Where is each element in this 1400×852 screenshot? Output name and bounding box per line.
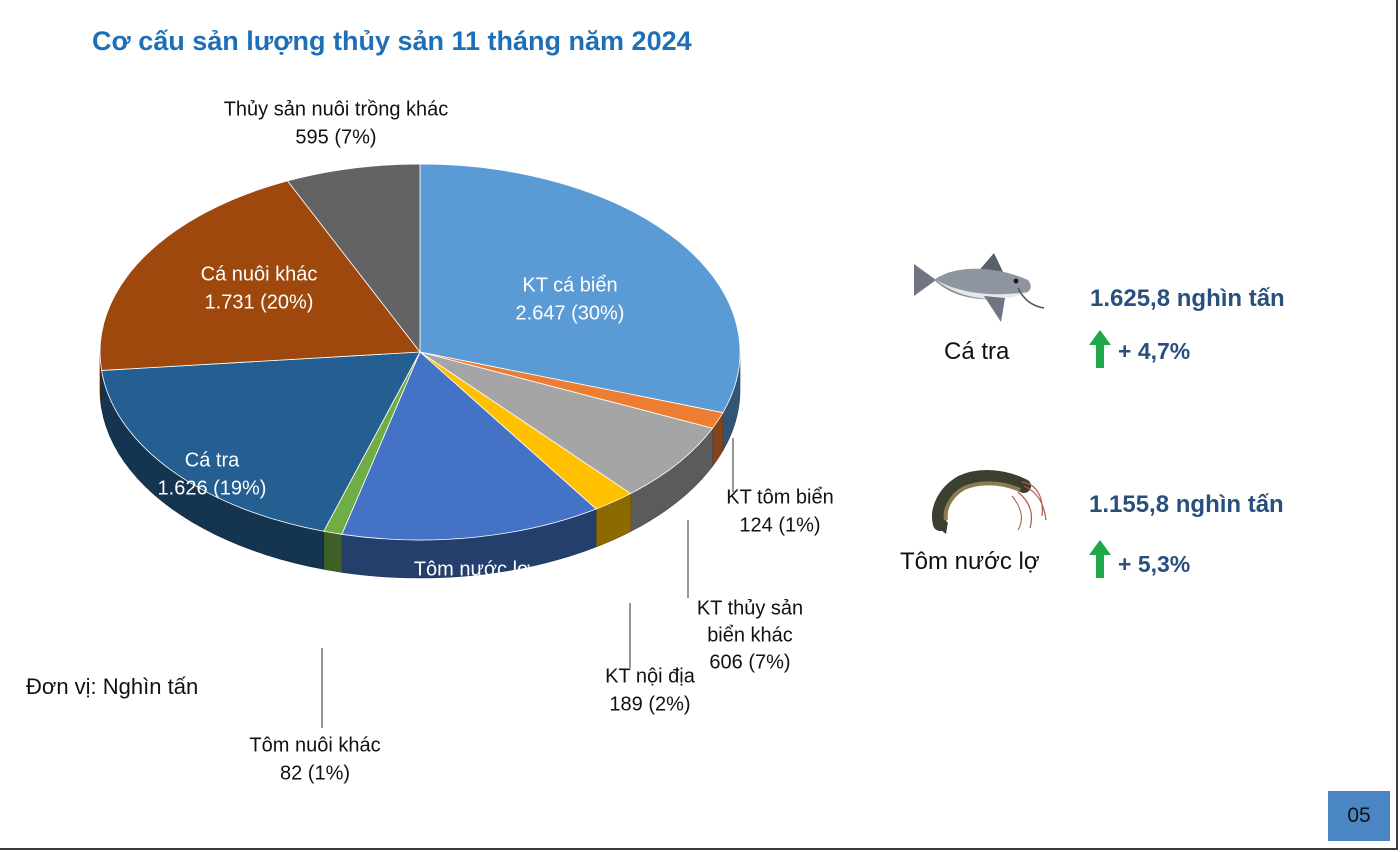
pie-top-group <box>99 163 741 541</box>
pie-slice-KT thủy sản biển khác <box>419 351 714 495</box>
slice-value-label: 1.731 (20%) <box>205 291 314 313</box>
chart-title: Cơ cấu sản lượng thủy sản 11 tháng năm 2… <box>92 26 692 56</box>
slice-name-label: Cá tra <box>185 449 240 471</box>
pangasius-fish-icon <box>914 253 1045 322</box>
slice-name-label: biển khác <box>707 624 793 646</box>
highlight-value-tom-nuoc-lo: 1.155,8 nghìn tấn <box>1089 491 1284 518</box>
slice-value-label: 606 (7%) <box>709 651 790 673</box>
slice-value-label: 1.156 (13%) <box>418 585 527 607</box>
slice-name-label: Tôm nuôi khác <box>249 734 380 756</box>
slice-value-label: 124 (1%) <box>739 514 820 536</box>
highlight-value-ca-tra: 1.625,8 nghìn tấn <box>1090 285 1285 312</box>
slice-name-label: KT nội địa <box>605 665 696 687</box>
slice-name-label: KT tôm biển <box>726 486 833 508</box>
pie-slice-Thủy sản nuôi trồng khác <box>286 163 421 354</box>
slice-value-label: 189 (2%) <box>609 693 690 715</box>
slice-value-label: 595 (7%) <box>295 126 376 148</box>
pie-slice-Cá nuôi khác <box>99 180 421 371</box>
highlight-change-ca-tra: + 4,7% <box>1118 338 1191 364</box>
unit-note: Đơn vị: Nghìn tấn <box>26 674 199 699</box>
slice-name-label: Cá nuôi khác <box>201 263 318 285</box>
slice-name-label: KT thủy sản <box>697 597 803 619</box>
pie-side-group <box>99 351 741 579</box>
up-arrow-icon <box>1089 330 1111 368</box>
slice-value-label: 1.626 (19%) <box>158 477 267 499</box>
pie-side-Tôm nuôi khác <box>323 530 343 573</box>
shrimp-icon <box>932 470 1047 534</box>
up-arrow-icon <box>1089 540 1111 578</box>
pie-slice-Tôm nước lợ <box>341 351 597 541</box>
pie-slice-Cá tra <box>101 351 421 532</box>
slice-value-label: 2.647 (30%) <box>516 302 625 324</box>
slice-name-label: Tôm nước lợ <box>414 558 530 580</box>
pie-slice-KT cá biển <box>419 163 741 414</box>
highlight-name-ca-tra: Cá tra <box>944 338 1010 365</box>
leader-lines <box>321 438 734 728</box>
page-number-badge: 05 <box>1328 791 1390 841</box>
highlight-change-tom-nuoc-lo: + 5,3% <box>1118 551 1191 577</box>
slice-name-label: Thủy sản nuôi trồng khác <box>224 98 449 120</box>
highlight-name-tom-nuoc-lo: Tôm nước lợ <box>900 548 1040 575</box>
slice-labels: KT cá biển 2.647 (30%) KT tôm biển 124 (1%)… <box>158 98 834 784</box>
slice-name-label: KT cá biển <box>522 274 617 296</box>
slice-value-label: 82 (1%) <box>280 762 350 784</box>
